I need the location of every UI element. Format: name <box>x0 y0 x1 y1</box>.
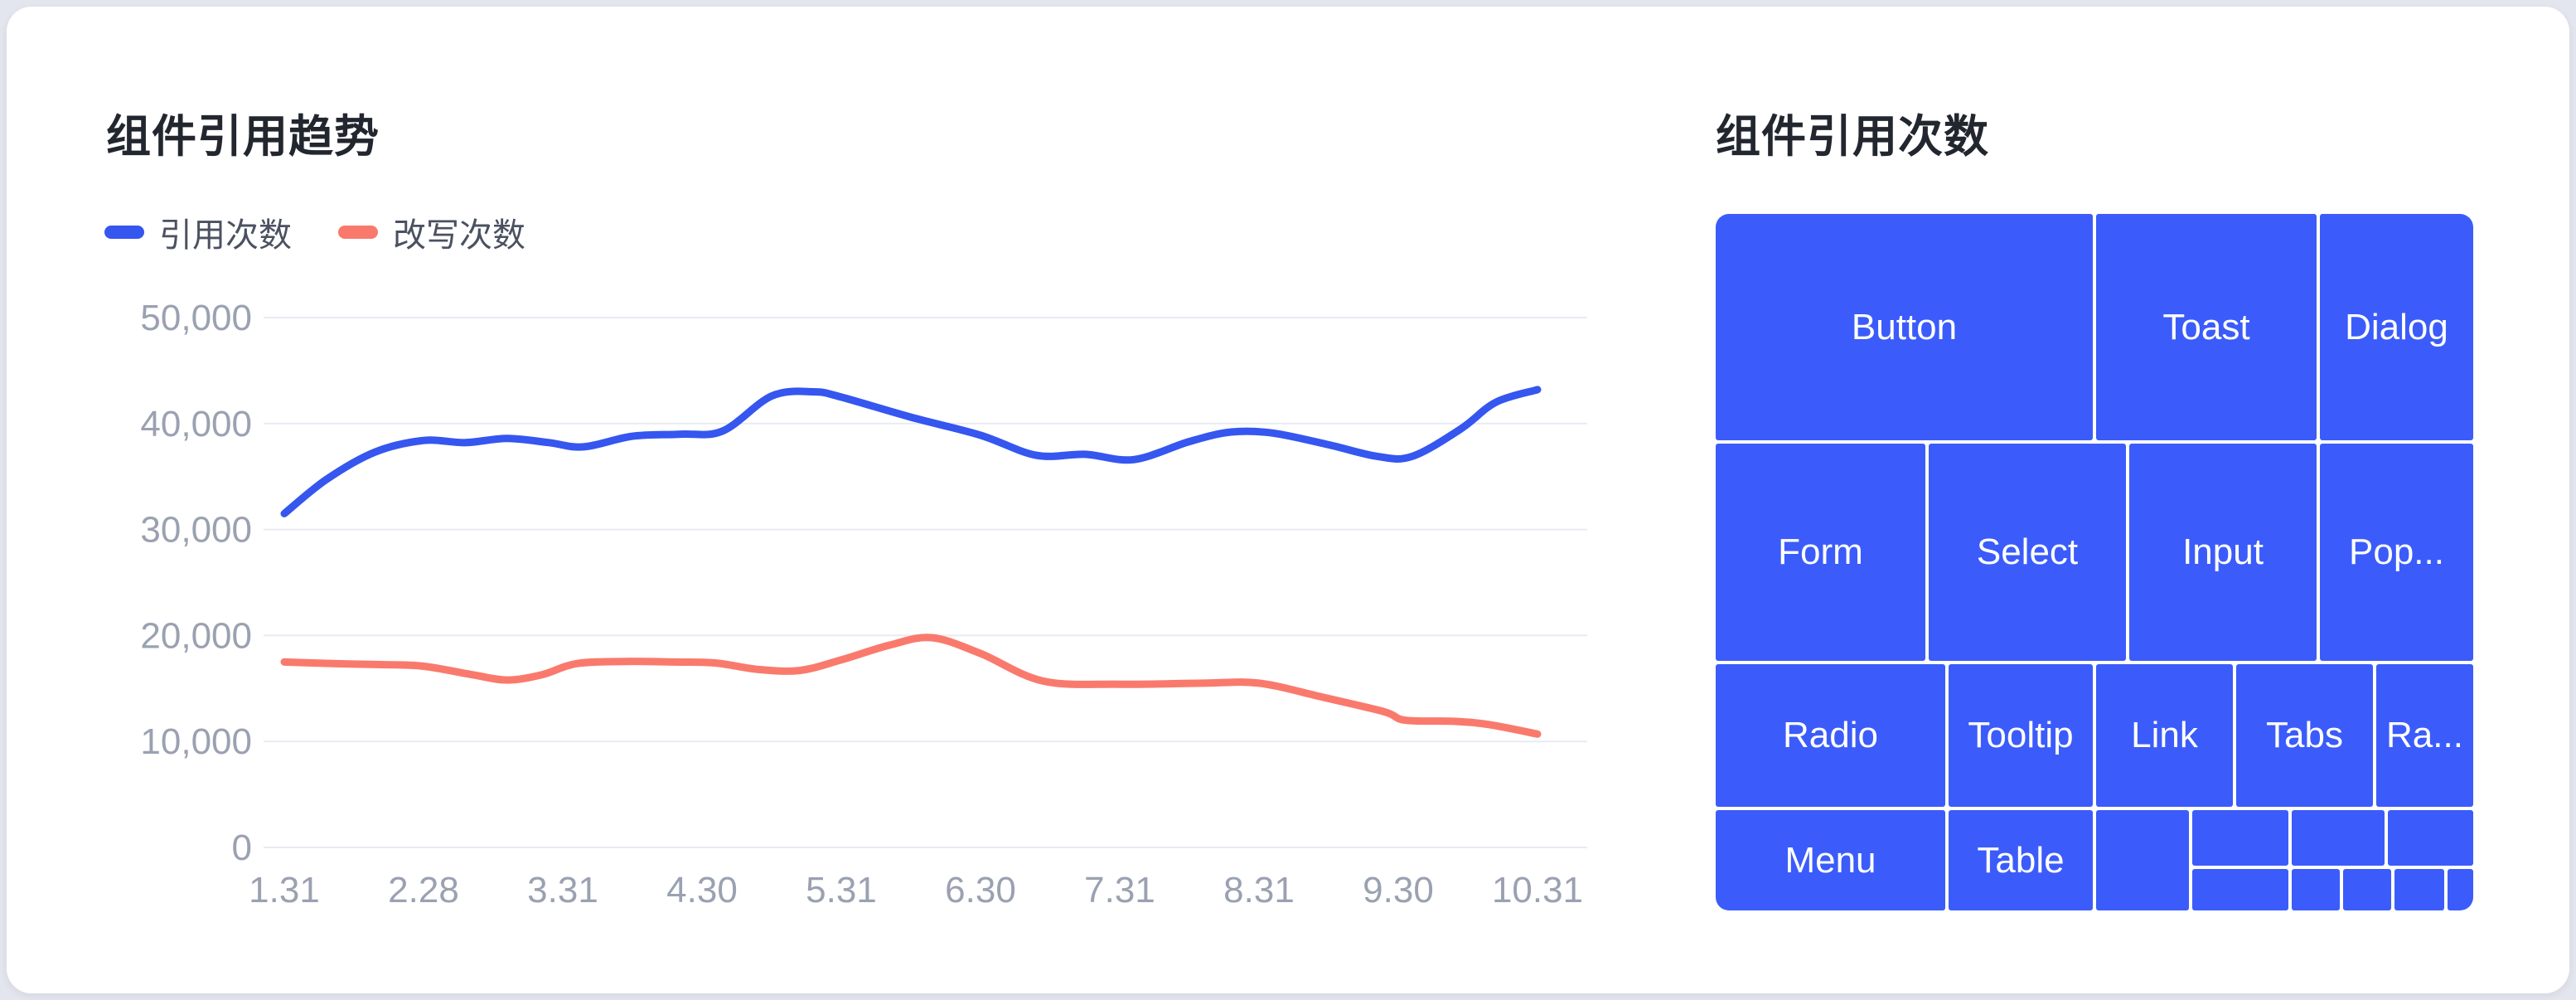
legend-label-rewrites: 改写次数 <box>393 217 525 254</box>
treemap-cell-tabs[interactable]: Tabs <box>2236 664 2373 807</box>
series-line-改写次数[interactable] <box>280 633 1542 738</box>
treemap-cell[interactable] <box>2292 869 2340 910</box>
treemap-cell-dialog[interactable]: Dialog <box>2320 214 2473 440</box>
legend-marker-references <box>104 226 144 239</box>
y-axis-tick-label: 30,000 <box>140 510 252 551</box>
dashboard-card: 组件引用趋势 引用次数 改写次数 0 10,000 20,000 30,000 40,0… <box>7 7 2569 993</box>
x-axis-tick-label: 4.30 <box>666 870 738 910</box>
y-axis-tick-label: 40,000 <box>140 404 252 444</box>
treemap-cell-ra[interactable]: Ra... <box>2376 664 2473 807</box>
legend-item-references[interactable]: 引用次数 <box>104 208 292 256</box>
x-axis-tick-label: 10.31 <box>1492 870 1583 910</box>
x-axis-tick-label: 2.28 <box>388 870 459 910</box>
treemap-cell[interactable] <box>2292 810 2385 866</box>
x-axis-tick-label: 8.31 <box>1223 870 1295 910</box>
legend-label-references: 引用次数 <box>159 217 292 254</box>
treemap-cell[interactable] <box>2388 810 2473 866</box>
treemap-cell-pop[interactable]: Pop... <box>2320 444 2473 661</box>
treemap-cell-menu[interactable]: Menu <box>1716 810 1945 910</box>
trend-chart-legend: 引用次数 改写次数 <box>104 212 525 254</box>
x-axis-tick-label: 6.30 <box>945 870 1016 910</box>
treemap-cell-toast[interactable]: Toast <box>2096 214 2317 440</box>
treemap-cell[interactable] <box>2096 810 2189 910</box>
treemap-cell-button[interactable]: Button <box>1716 214 2093 440</box>
trend-chart-title: 组件引用趋势 <box>106 112 380 162</box>
legend-item-rewrites[interactable]: 改写次数 <box>338 208 525 256</box>
x-axis-tick-label: 7.31 <box>1084 870 1155 910</box>
x-axis-tick-label: 3.31 <box>527 870 598 910</box>
treemap-chart-title: 组件引用次数 <box>1716 112 1989 162</box>
treemap-cell-radio[interactable]: Radio <box>1716 664 1945 807</box>
legend-marker-rewrites <box>338 226 378 239</box>
treemap-cell[interactable] <box>2192 869 2288 910</box>
y-axis-tick-label: 0 <box>232 828 252 868</box>
treemap-cell[interactable] <box>2394 869 2444 910</box>
y-axis-tick-label: 10,000 <box>140 721 252 762</box>
y-axis-tick-label: 20,000 <box>140 615 252 656</box>
component-treemap: Button Toast Dialog Form Select Input Pop... Ra… <box>1716 214 2473 910</box>
x-axis-tick-label: 9.30 <box>1363 870 1434 910</box>
treemap-cell-select[interactable]: Select <box>1929 444 2126 661</box>
x-axis-tick-label: 5.31 <box>806 870 877 910</box>
series-line-引用次数[interactable] <box>280 386 1542 517</box>
treemap-cell-table[interactable]: Table <box>1949 810 2093 910</box>
treemap-cell-input[interactable]: Input <box>2129 444 2317 661</box>
treemap-cell[interactable] <box>2343 869 2391 910</box>
y-axis-tick-label: 50,000 <box>140 298 252 338</box>
treemap-cell[interactable] <box>2192 810 2288 866</box>
trend-line-chart[interactable]: 0 10,000 20,000 30,000 40,000 50,000 1.31 2.28 3… <box>90 297 1623 952</box>
treemap-cell-form[interactable]: Form <box>1716 444 1925 661</box>
x-axis-tick-label: 1.31 <box>249 870 320 910</box>
treemap-cell-link[interactable]: Link <box>2096 664 2233 807</box>
treemap-cell-tooltip[interactable]: Tooltip <box>1949 664 2093 807</box>
treemap-cell[interactable] <box>2448 869 2473 910</box>
